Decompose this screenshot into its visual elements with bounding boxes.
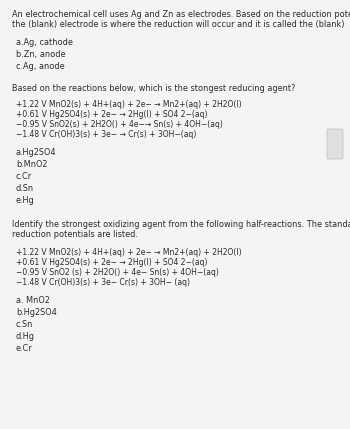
Text: +0.61 V Hg2SO4(s) + 2e− → 2Hg(l) + SO4 2−(aq): +0.61 V Hg2SO4(s) + 2e− → 2Hg(l) + SO4 2… xyxy=(16,110,208,119)
Text: −0.95 V SnO2 (s) + 2H2O() + 4e− Sn(s) + 4OH−(aq): −0.95 V SnO2 (s) + 2H2O() + 4e− Sn(s) + … xyxy=(16,268,219,277)
Text: b.MnO2: b.MnO2 xyxy=(16,160,48,169)
Text: b.Zn, anode: b.Zn, anode xyxy=(16,50,65,59)
Text: b.Hg2SO4: b.Hg2SO4 xyxy=(16,308,57,317)
Text: Based on the reactions below, which is the stongest reducing agent?: Based on the reactions below, which is t… xyxy=(12,84,295,93)
Text: a. MnO2: a. MnO2 xyxy=(16,296,50,305)
Text: An electrochemical cell uses Ag and Zn as electrodes. Based on the reduction pot: An electrochemical cell uses Ag and Zn a… xyxy=(12,10,350,19)
Text: e.Cr: e.Cr xyxy=(16,344,33,353)
Text: +0.61 V Hg2SO4(s) + 2e− → 2Hg(l) + SO4 2−(aq): +0.61 V Hg2SO4(s) + 2e− → 2Hg(l) + SO4 2… xyxy=(16,258,208,267)
Text: +1.22 V MnO2(s) + 4H+(aq) + 2e− → Mn2+(aq) + 2H2O(l): +1.22 V MnO2(s) + 4H+(aq) + 2e− → Mn2+(a… xyxy=(16,248,241,257)
Text: e.Hg: e.Hg xyxy=(16,196,35,205)
Text: −0.95 V SnO2(s) + 2H2O() + 4e−→ Sn(s) + 4OH−(aq): −0.95 V SnO2(s) + 2H2O() + 4e−→ Sn(s) + … xyxy=(16,120,223,129)
Text: −1.48 V Cr(OH)3(s) + 3e− → Cr(s) + 3OH−(aq): −1.48 V Cr(OH)3(s) + 3e− → Cr(s) + 3OH−(… xyxy=(16,130,196,139)
Text: −1.48 V Cr(OH)3(s) + 3e− Cr(s) + 3OH− (aq): −1.48 V Cr(OH)3(s) + 3e− Cr(s) + 3OH− (a… xyxy=(16,278,190,287)
Text: a.Hg2SO4: a.Hg2SO4 xyxy=(16,148,57,157)
Text: reduction potentials are listed.: reduction potentials are listed. xyxy=(12,230,138,239)
Text: the (blank) electrode is where the reduction will occur and it is called the (bl: the (blank) electrode is where the reduc… xyxy=(12,20,344,29)
Text: +1.22 V MnO2(s) + 4H+(aq) + 2e− → Mn2+(aq) + 2H2O(l): +1.22 V MnO2(s) + 4H+(aq) + 2e− → Mn2+(a… xyxy=(16,100,241,109)
Text: d.Hg: d.Hg xyxy=(16,332,35,341)
Text: c.Ag, anode: c.Ag, anode xyxy=(16,62,65,71)
Text: a.Ag, cathode: a.Ag, cathode xyxy=(16,38,73,47)
Text: Identify the strongest oxidizing agent from the following half-reactions. The st: Identify the strongest oxidizing agent f… xyxy=(12,220,350,229)
Text: d.Sn: d.Sn xyxy=(16,184,34,193)
Text: c.Cr: c.Cr xyxy=(16,172,32,181)
Text: c.Sn: c.Sn xyxy=(16,320,33,329)
FancyBboxPatch shape xyxy=(327,129,343,159)
